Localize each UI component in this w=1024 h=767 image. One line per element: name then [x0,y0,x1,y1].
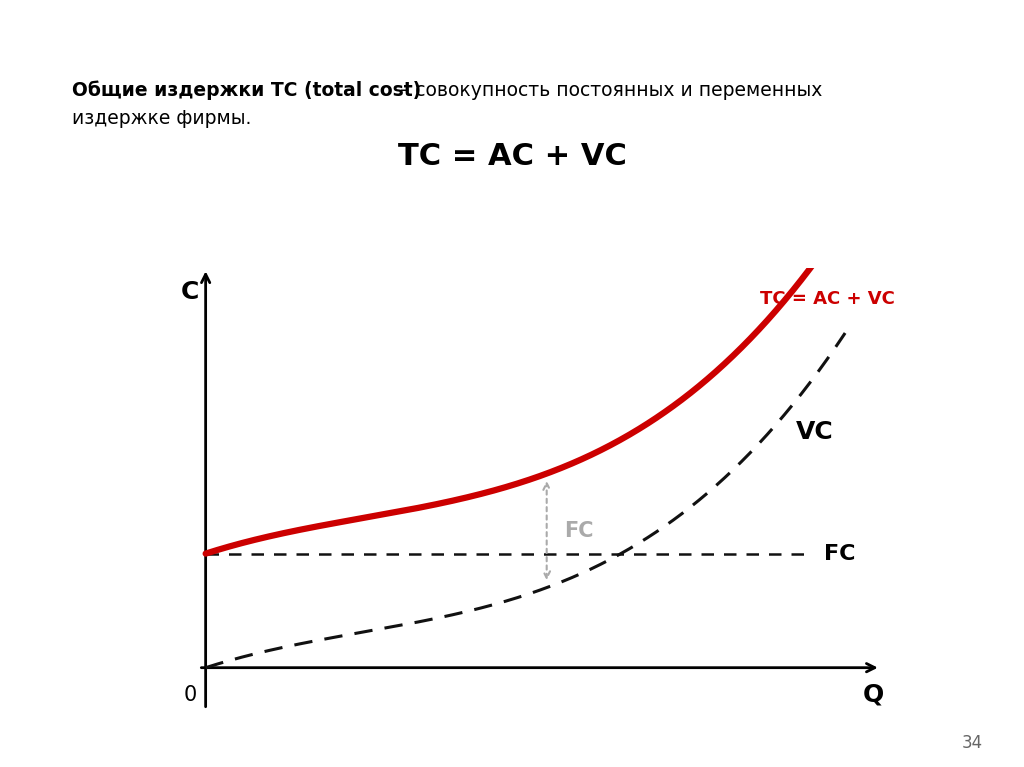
Text: FC: FC [564,521,594,541]
Text: – совокупность постоянных и переменных: – совокупность постоянных и переменных [394,81,822,100]
Text: Q: Q [863,683,884,707]
Text: TC = AC + VC: TC = AC + VC [760,290,895,308]
Text: VC: VC [796,420,834,444]
Text: FC: FC [823,544,855,564]
Text: 34: 34 [962,734,983,752]
Text: C: C [181,280,200,304]
Text: TC = AC + VC: TC = AC + VC [397,142,627,171]
Text: 0: 0 [183,685,197,705]
Text: Общие издержки ТС (total cost): Общие издержки ТС (total cost) [72,81,421,100]
Text: издержке фирмы.: издержке фирмы. [72,109,251,128]
